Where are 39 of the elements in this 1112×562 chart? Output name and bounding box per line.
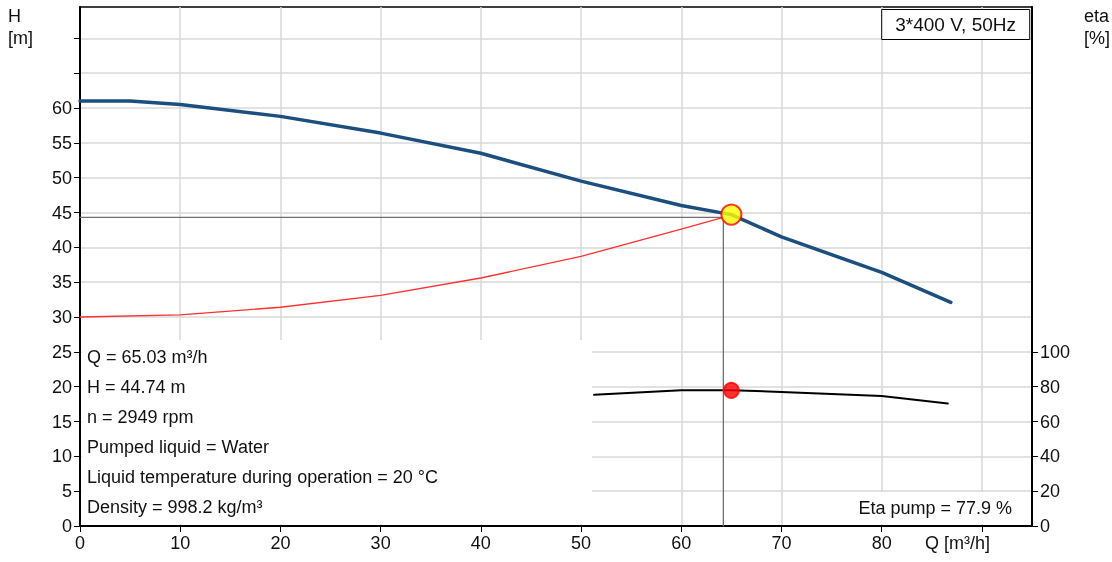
chart-title: 3*400 V, 50Hz xyxy=(895,14,1017,35)
x-tick-label: 80 xyxy=(871,533,892,553)
y-tick-label: 55 xyxy=(51,132,72,153)
x-tick-label: 60 xyxy=(671,533,692,553)
y-tick-label: 25 xyxy=(51,341,72,362)
y2-axis-title: eta [%] xyxy=(1083,6,1111,48)
x-tick-label: 70 xyxy=(771,533,792,553)
annotation: Q = 65.03 m³/h xyxy=(87,346,209,369)
line-series xyxy=(78,99,953,305)
annotation: n = 2949 rpm xyxy=(87,406,195,429)
y-tick-label: 30 xyxy=(51,307,72,328)
y-tick-label: 60 xyxy=(51,98,72,119)
x-tick-label: 30 xyxy=(370,533,391,553)
x-tick-label: 0 xyxy=(74,533,86,553)
annotation: H = 44.74 m xyxy=(87,376,187,399)
x-tick-label: 20 xyxy=(270,533,291,553)
y2-tick-label: 40 xyxy=(1040,446,1061,467)
y-tick-label: 35 xyxy=(51,272,72,293)
y2-tick-label: 60 xyxy=(1040,411,1061,432)
y-axis-title: H [m] xyxy=(8,6,33,48)
y2-tick-label: 0 xyxy=(1040,516,1051,536)
y-tick-label: 40 xyxy=(51,237,72,258)
y2-tick-label: 20 xyxy=(1040,481,1061,502)
y-tick-label: 20 xyxy=(51,376,72,397)
y-tick-label: 5 xyxy=(61,481,72,502)
annotation: Pumped liquid = Water xyxy=(87,436,270,459)
x-tick-label: 40 xyxy=(470,533,491,553)
y-tick-label: 45 xyxy=(51,202,72,223)
y-tick-label: 50 xyxy=(51,167,72,188)
x-tick-label: 10 xyxy=(170,533,191,553)
x-tick-label: 50 xyxy=(571,533,592,553)
y-tick-label: 15 xyxy=(51,411,72,432)
x-axis-title: Q [m³/h] xyxy=(925,533,991,553)
y-tick-label: 10 xyxy=(51,446,72,467)
y-tick-label: 0 xyxy=(61,516,72,536)
annotation: Density = 998.2 kg/m³ xyxy=(87,496,264,519)
y2-tick-label: 80 xyxy=(1040,376,1061,397)
y2-tick-label: 100 xyxy=(1040,341,1071,362)
annotation: Liquid temperature during operation = 20 °C xyxy=(87,466,439,489)
